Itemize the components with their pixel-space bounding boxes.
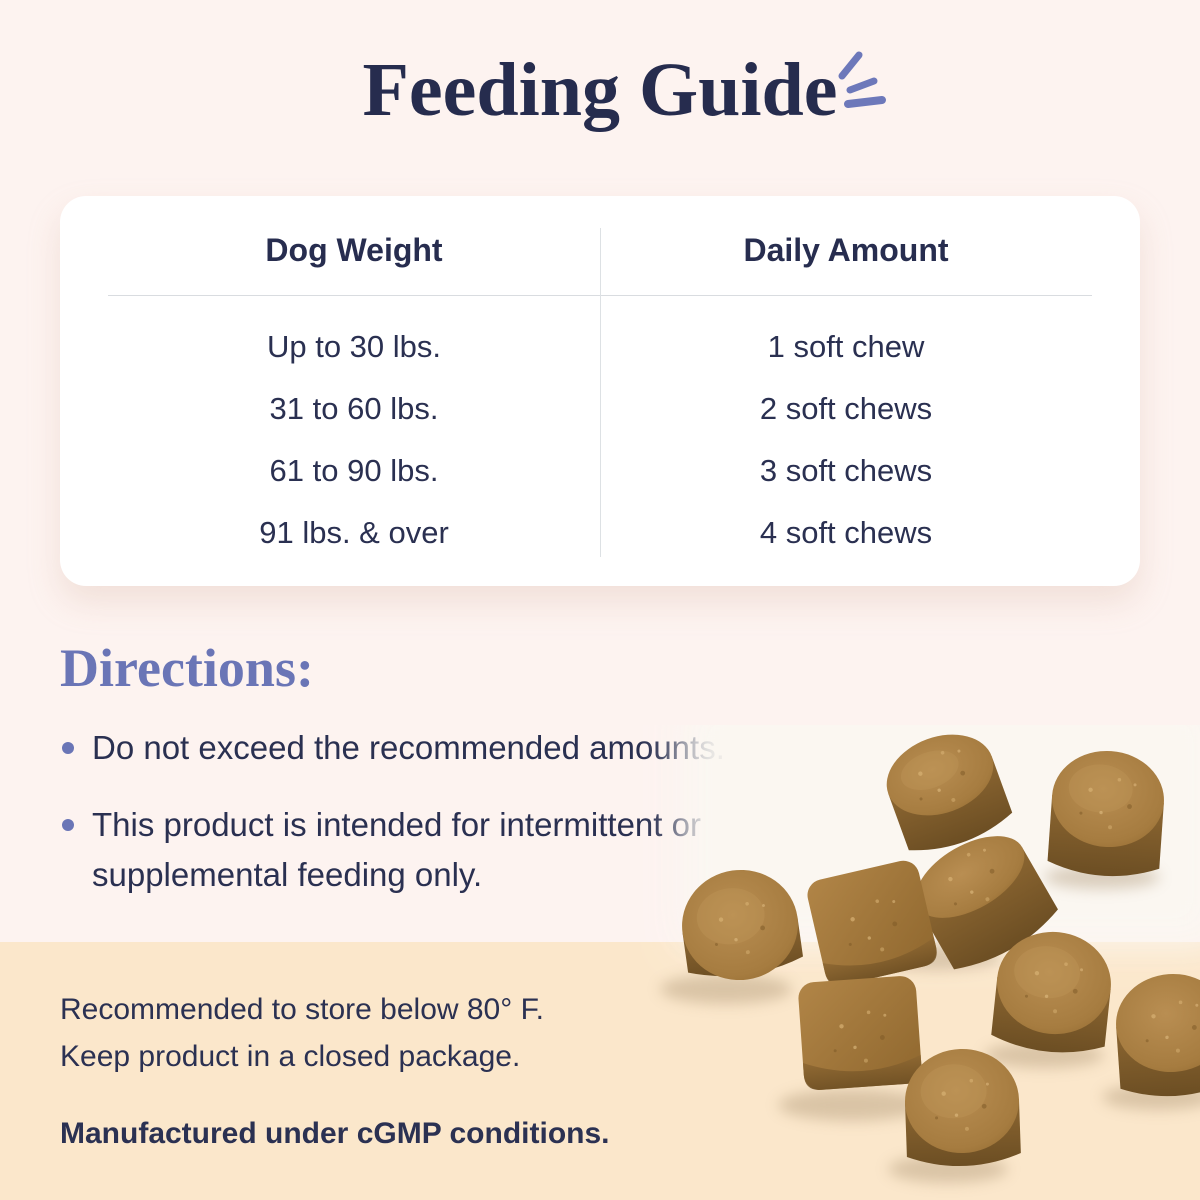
bullet-dot-icon [62,819,74,831]
directions-list: Do not exceed the recommended amounts. T… [62,723,732,927]
bullet-dot-icon [62,742,74,754]
storage-line-2: Keep product in a closed package. [60,1040,521,1073]
dog-weight-value: Up to 30 lbs. [266,329,442,364]
dog-weight-value: 61 to 90 lbs. [269,453,439,488]
daily-amount-value: 4 soft chews [759,515,933,550]
daily-amount-value: 1 soft chew [767,329,925,364]
table-header-row: Dog Weight Daily Amount [108,222,1092,278]
soft-chews-photo [660,725,1200,1183]
directions-bullet-text: Do not exceed the recommended amounts. [92,729,725,766]
column-header-dog-weight: Dog Weight [265,231,443,268]
manufactured-note: Manufactured under cGMP conditions. [60,1117,610,1150]
daily-amount-value: 2 soft chews [759,391,933,426]
sparkle-accent-icon [838,51,886,108]
column-header-daily-amount: Daily Amount [743,231,949,268]
daily-amount-value: 3 soft chews [759,453,933,488]
column-divider [600,228,601,557]
table-row: 31 to 60 lbs. 2 soft chews [108,378,1092,440]
dog-weight-value: 31 to 60 lbs. [269,391,439,426]
dog-weight-value: 91 lbs. & over [259,515,449,550]
table-row: Up to 30 lbs. 1 soft chew [108,316,1092,378]
table-row: 61 to 90 lbs. 3 soft chews [108,440,1092,502]
list-item: This product is intended for intermitten… [62,800,732,900]
table-body: Up to 30 lbs. 1 soft chew 31 to 60 lbs. … [108,316,1092,564]
list-item: Do not exceed the recommended amounts. [62,723,732,773]
storage-line-1: Recommended to store below 80° F. [60,993,544,1026]
table-row: 91 lbs. & over 4 soft chews [108,502,1092,564]
directions-bullet-text: This product is intended for intermitten… [92,806,701,893]
page-title: Feeding Guide [362,48,838,132]
storage-instructions: Recommended to store below 80° F. Keep p… [60,986,544,1080]
feeding-table-card: Dog Weight Daily Amount Up to 30 lbs. 1 … [60,196,1140,586]
directions-heading: Directions: [60,638,314,698]
